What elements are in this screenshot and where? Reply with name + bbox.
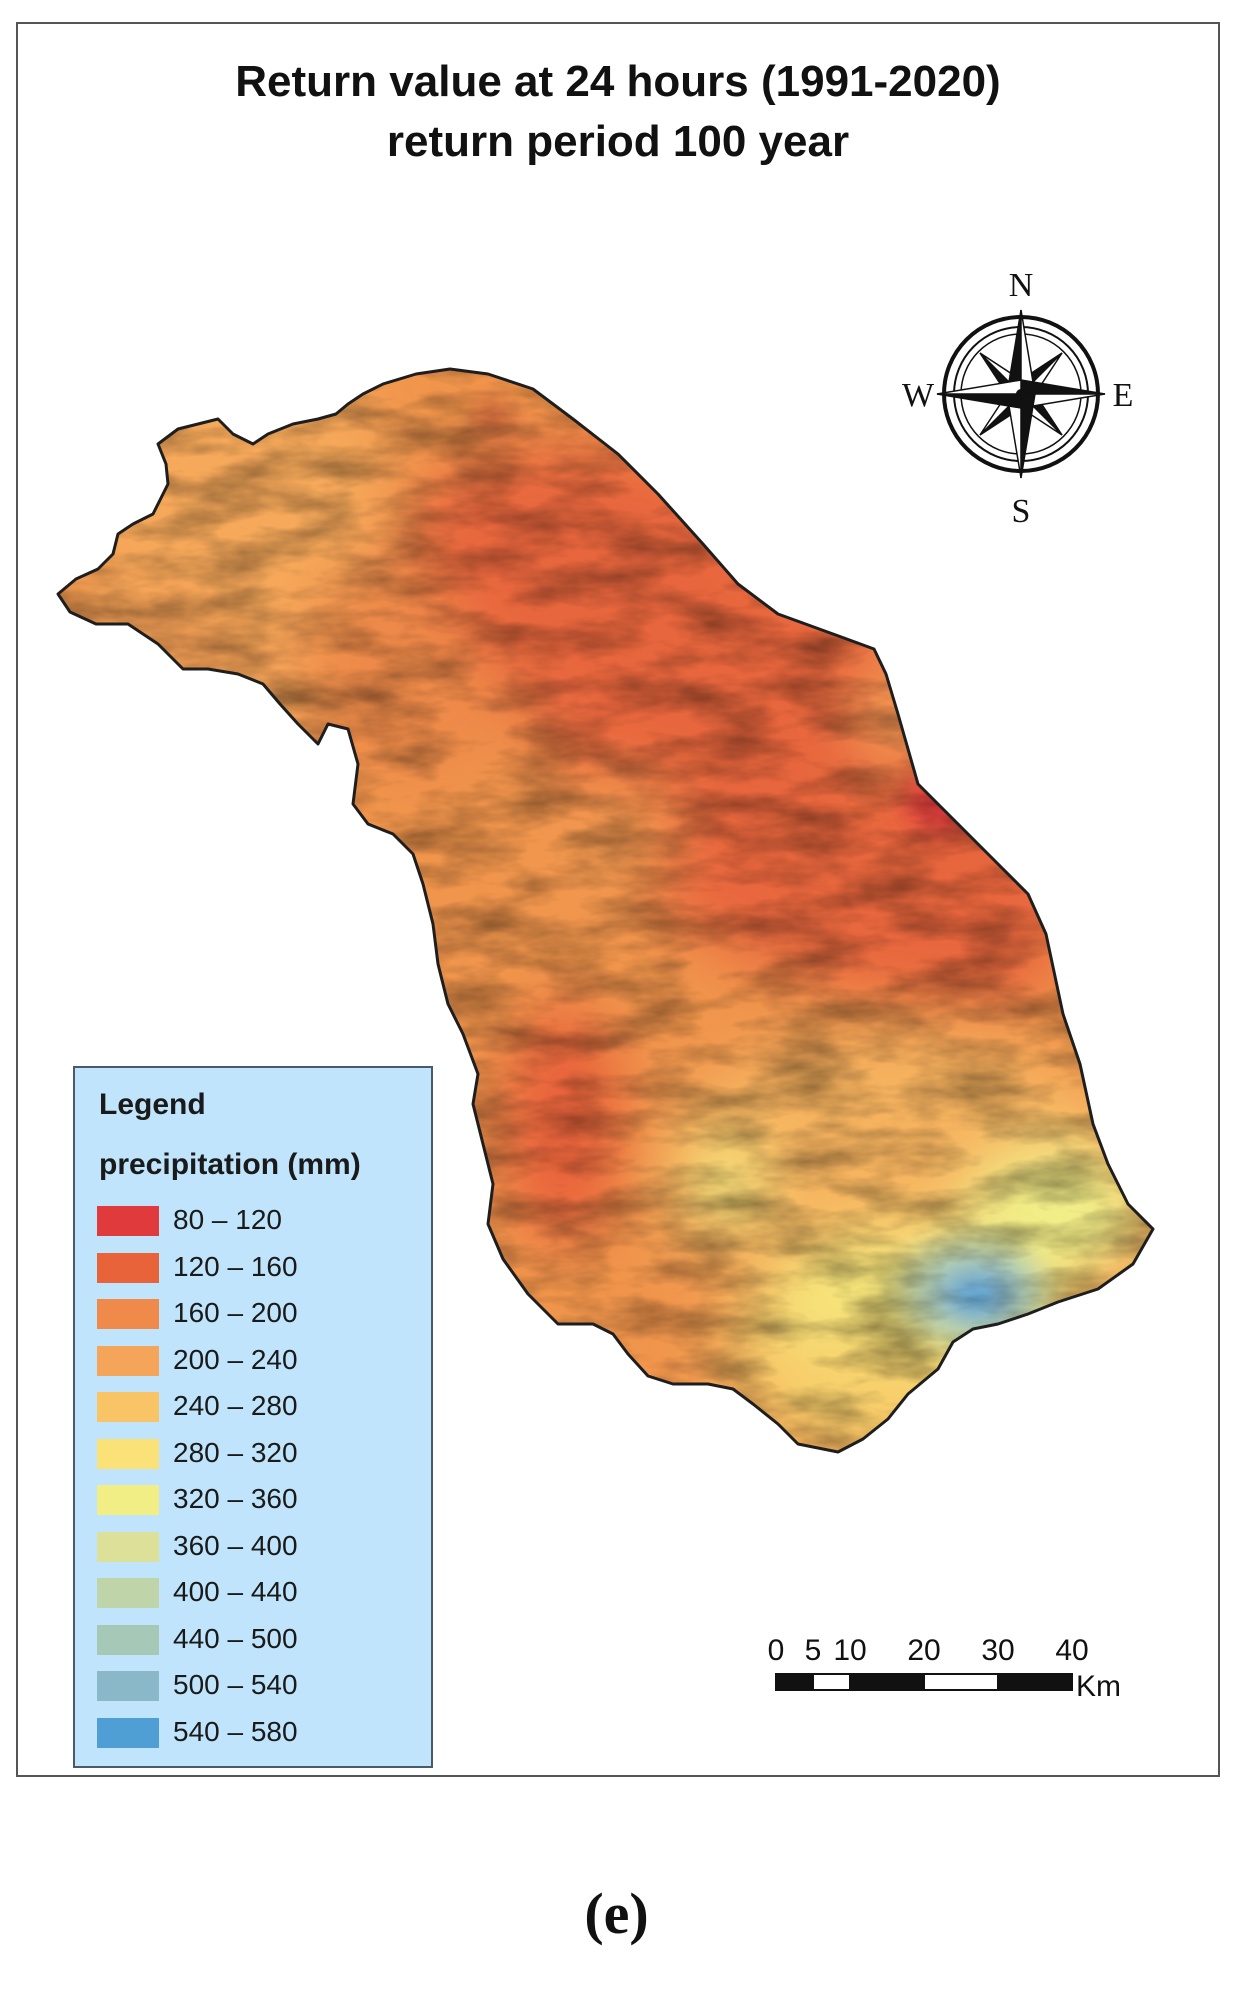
precipitation-map: N S E W 0 5 10 20 30 40 Km <box>56 267 1155 1703</box>
compass-point <box>936 379 1022 395</box>
legend-title: Legend <box>99 1088 206 1121</box>
scale-tick-label: 20 <box>907 1634 940 1667</box>
legend-swatch <box>97 1717 159 1748</box>
scale-bar: 0 5 10 20 30 40 Km <box>768 1634 1121 1703</box>
scale-segment <box>923 1673 999 1691</box>
legend-swatch <box>97 1671 159 1701</box>
scale-tick-label: 40 <box>1055 1634 1088 1667</box>
legend-label: 160 – 200 <box>173 1297 298 1328</box>
compass-point <box>936 393 1022 409</box>
map-frame: Return value at 24 hours (1991-2020) ret… <box>16 22 1220 1777</box>
legend-label: 360 – 400 <box>173 1529 298 1561</box>
compass-point <box>1020 379 1106 395</box>
legend-subtitle: precipitation (mm) <box>99 1148 361 1181</box>
figure-caption: (e) <box>584 1881 649 1946</box>
compass-point <box>1020 393 1036 479</box>
legend-label: 200 – 240 <box>173 1343 298 1375</box>
scale-segment <box>997 1673 1073 1691</box>
legend-label: 320 – 360 <box>173 1483 298 1514</box>
scale-tick-label: 10 <box>833 1634 866 1667</box>
scale-segment <box>849 1673 925 1691</box>
legend-label: 80 – 120 <box>173 1204 282 1235</box>
compass-east-label: E <box>1113 377 1134 414</box>
legend-swatch <box>97 1578 159 1608</box>
legend-label: 120 – 160 <box>173 1250 298 1282</box>
compass-south-label: S <box>1012 493 1031 530</box>
legend-swatch <box>97 1299 159 1329</box>
scale-tick-label: 0 <box>768 1634 785 1667</box>
scale-tick-label: 30 <box>981 1634 1014 1667</box>
legend-panel: Legend precipitation (mm) 80 – 120 120 – … <box>73 1066 433 1768</box>
legend-label: 400 – 440 <box>173 1576 298 1607</box>
legend-label: 440 – 500 <box>173 1622 298 1654</box>
compass-north-label: N <box>1009 267 1034 304</box>
scale-segment <box>775 1673 814 1691</box>
legend-swatch <box>97 1252 159 1283</box>
map-title-line-2: return period 100 year <box>386 117 850 166</box>
legend-label: 540 – 580 <box>173 1715 298 1747</box>
map-title: Return value at 24 hours (1991-2020) ret… <box>18 52 1218 172</box>
compass-rose: N S E W <box>902 267 1133 530</box>
legend-swatch <box>97 1485 159 1515</box>
scale-unit: Km <box>1076 1670 1121 1703</box>
legend-label: 240 – 280 <box>173 1390 298 1421</box>
legend-label: 280 – 320 <box>173 1436 298 1468</box>
map-title-line-1: Return value at 24 hours (1991-2020) <box>235 57 1001 106</box>
scale-segment <box>812 1673 851 1691</box>
legend-swatch <box>97 1438 159 1469</box>
legend-label: 500 – 540 <box>173 1669 298 1700</box>
compass-west-label: W <box>902 377 935 414</box>
scale-tick-label: 5 <box>805 1634 822 1667</box>
legend-swatch <box>97 1624 159 1655</box>
legend-swatch <box>97 1392 159 1422</box>
legend-swatch <box>97 1206 159 1236</box>
legend-swatch <box>97 1345 159 1376</box>
region-outline <box>56 367 1155 1454</box>
legend-swatch <box>97 1531 159 1562</box>
